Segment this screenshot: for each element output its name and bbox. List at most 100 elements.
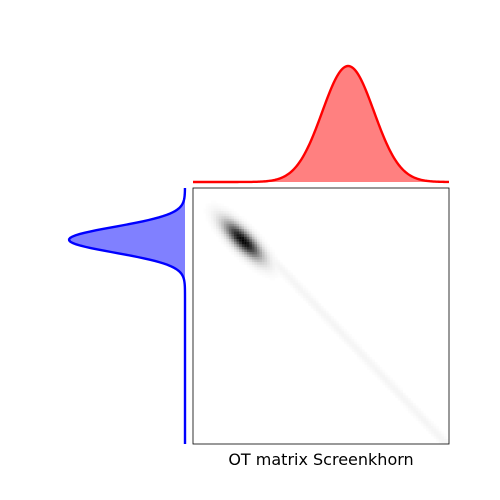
ot-matrix-cell [367, 362, 370, 365]
ot-matrix-cell [233, 239, 237, 242]
ot-matrix-cell [231, 211, 235, 214]
ot-matrix-cell [208, 211, 212, 214]
ot-matrix-cell [338, 326, 342, 329]
ot-matrix-cell [410, 400, 414, 404]
ot-matrix-cell [433, 436, 437, 440]
ot-matrix-cell [287, 275, 291, 278]
ot-matrix-cell [436, 428, 439, 432]
ot-matrix-cell [285, 272, 288, 276]
ot-matrix-cell [216, 234, 219, 237]
ot-matrix-cell [272, 277, 276, 281]
ot-matrix-cell [385, 380, 388, 383]
ot-matrix-cell [233, 216, 237, 219]
ot-matrix-cell [418, 418, 421, 422]
ot-matrix-cell [254, 262, 258, 265]
ot-matrix-cell [310, 298, 314, 301]
ot-matrix-cell [218, 208, 222, 212]
ot-matrix-cell [226, 218, 229, 222]
ot-matrix-cell [205, 208, 209, 212]
ot-matrix-cell [374, 367, 378, 370]
ot-matrix-cell [321, 318, 324, 322]
ot-matrix-cell [213, 213, 217, 217]
ot-matrix-cell [259, 244, 263, 248]
ot-matrix-cell [441, 438, 445, 442]
ot-matrix-cell [277, 264, 281, 268]
ot-matrix-cell [374, 369, 378, 373]
ot-matrix-cell [418, 415, 421, 419]
ot-matrix-cell [269, 277, 273, 281]
ot-matrix-cell [354, 351, 357, 355]
ot-matrix-cell [315, 300, 319, 304]
ot-matrix-cell [264, 275, 268, 278]
ot-matrix-cell [216, 203, 219, 207]
ot-matrix-cell [251, 259, 255, 263]
ot-matrix-cell [236, 231, 240, 235]
ot-matrix-cell [241, 236, 245, 240]
ot-matrix-cell [246, 226, 250, 230]
ot-matrix-cell [246, 252, 250, 255]
ot-matrix-cell [246, 228, 250, 232]
ot-matrix-cell [423, 418, 427, 422]
ot-matrix-cell [351, 339, 355, 342]
ot-matrix-cell [233, 223, 237, 227]
ot-matrix-cell [251, 249, 255, 253]
ot-matrix-cell [305, 298, 309, 301]
ot-matrix-cell [241, 262, 245, 265]
ot-matrix-title: OT matrix Screenkhorn [228, 450, 413, 469]
ot-matrix-cell [274, 264, 278, 268]
ot-matrix-cell [262, 264, 265, 268]
ot-matrix-cell [205, 205, 209, 209]
ot-matrix-cell [267, 262, 270, 265]
ot-matrix-cell [308, 292, 311, 296]
target-distribution-plot [193, 64, 450, 184]
ot-matrix-cell [356, 349, 360, 352]
ot-matrix-cell [315, 308, 319, 312]
ot-matrix-cell [205, 203, 209, 207]
ot-matrix-cell [331, 323, 334, 327]
ot-matrix-cell [218, 226, 222, 230]
ot-matrix-cell [413, 410, 416, 414]
ot-matrix-cell [259, 262, 263, 265]
ot-matrix-cell [308, 290, 311, 294]
ot-matrix-cell [257, 259, 260, 263]
ot-matrix-cell [208, 221, 212, 224]
ot-matrix-cell [210, 216, 214, 219]
ot-matrix-cell [272, 275, 276, 278]
ot-matrix-cell [349, 336, 352, 340]
ot-matrix-cell [310, 305, 314, 309]
ot-matrix-cell [264, 249, 268, 253]
ot-matrix-cell [221, 213, 224, 217]
ot-matrix-cell [249, 228, 253, 232]
ot-matrix-cell [208, 216, 212, 219]
ot-matrix-cell [418, 410, 421, 414]
ot-matrix-cell [400, 392, 404, 396]
ot-matrix-cell [262, 254, 265, 258]
ot-matrix-cell [262, 246, 265, 250]
ot-matrix-cell [308, 300, 311, 304]
ot-matrix-cell [269, 246, 273, 250]
ot-matrix-cell [379, 367, 383, 370]
ot-matrix-cell [264, 267, 268, 271]
ot-matrix-cell [402, 405, 406, 409]
ot-matrix-cell [351, 349, 355, 352]
ot-matrix-cell [244, 239, 247, 242]
ot-matrix-cell [390, 377, 393, 381]
ot-matrix-cell [418, 420, 421, 424]
ot-matrix-cell [336, 328, 340, 332]
ot-matrix-cell [315, 298, 319, 301]
ot-matrix-cell [292, 287, 296, 291]
source-distribution-area [69, 188, 185, 444]
ot-matrix-cell [269, 267, 273, 271]
ot-matrix-cell [328, 323, 332, 327]
ot-matrix-cell [382, 382, 386, 386]
ot-matrix-cell [369, 369, 373, 373]
ot-matrix-cell [402, 392, 406, 396]
ot-matrix-cell [226, 228, 229, 232]
ot-matrix-cell [257, 257, 260, 260]
ot-matrix-cell [272, 262, 276, 265]
ot-matrix-cell [213, 226, 217, 230]
ot-matrix-cell [254, 267, 258, 271]
ot-matrix-cell [205, 211, 209, 214]
ot-matrix-cell [428, 418, 432, 422]
ot-matrix-cell [277, 272, 281, 276]
